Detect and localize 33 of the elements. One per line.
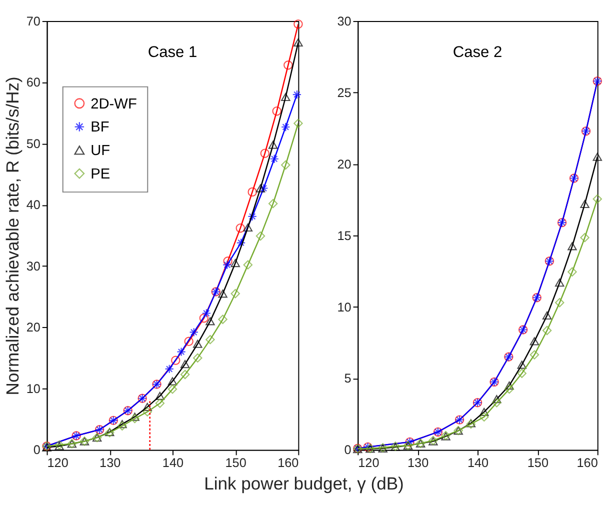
y-tick-label: 30 [26,259,40,274]
y-tick-label: 20 [337,157,352,172]
y-tick-label: 5 [344,372,352,386]
x-tick-label: 150 [527,456,548,470]
x-tick-label: 140 [467,456,489,470]
x-tick-label: 120 [358,456,380,470]
y-axis-title: Normalized achievable rate, R (bits/s/Hz) [2,76,23,396]
legend-label: PE [90,166,110,182]
x-tick-label: 130 [408,456,429,470]
y-tick-label: 20 [26,320,40,335]
y-tick-label: 60 [26,76,40,90]
y-tick-label: 50 [26,136,40,151]
x-tick-label: 130 [100,456,121,470]
annotation: Case 1 [148,44,198,62]
x-tick-label: 120 [47,456,68,470]
x-tick-label: 140 [162,456,184,470]
legend-label: UF [90,143,110,160]
legend-label: 2D-WF [90,96,137,112]
y-tick-label: 15 [337,228,352,243]
y-tick-label: 0 [344,443,352,458]
x-tick-label: 160 [576,456,598,470]
annotation: Case 2 [452,44,502,62]
y-tick-label: 10 [26,382,40,396]
y-tick-label: 25 [337,86,352,100]
y-tick-label: 30 [337,14,352,28]
legend-label: BF [90,120,110,136]
x-tick-label: 160 [278,456,299,470]
y-tick-label: 10 [337,300,352,314]
x-tick-label: 150 [225,456,246,470]
y-tick-label: 0 [33,443,40,458]
y-tick-label: 40 [26,198,40,212]
y-tick-label: 70 [26,14,40,28]
x-axis-title: Link power budget, γ (dB) [204,473,404,494]
